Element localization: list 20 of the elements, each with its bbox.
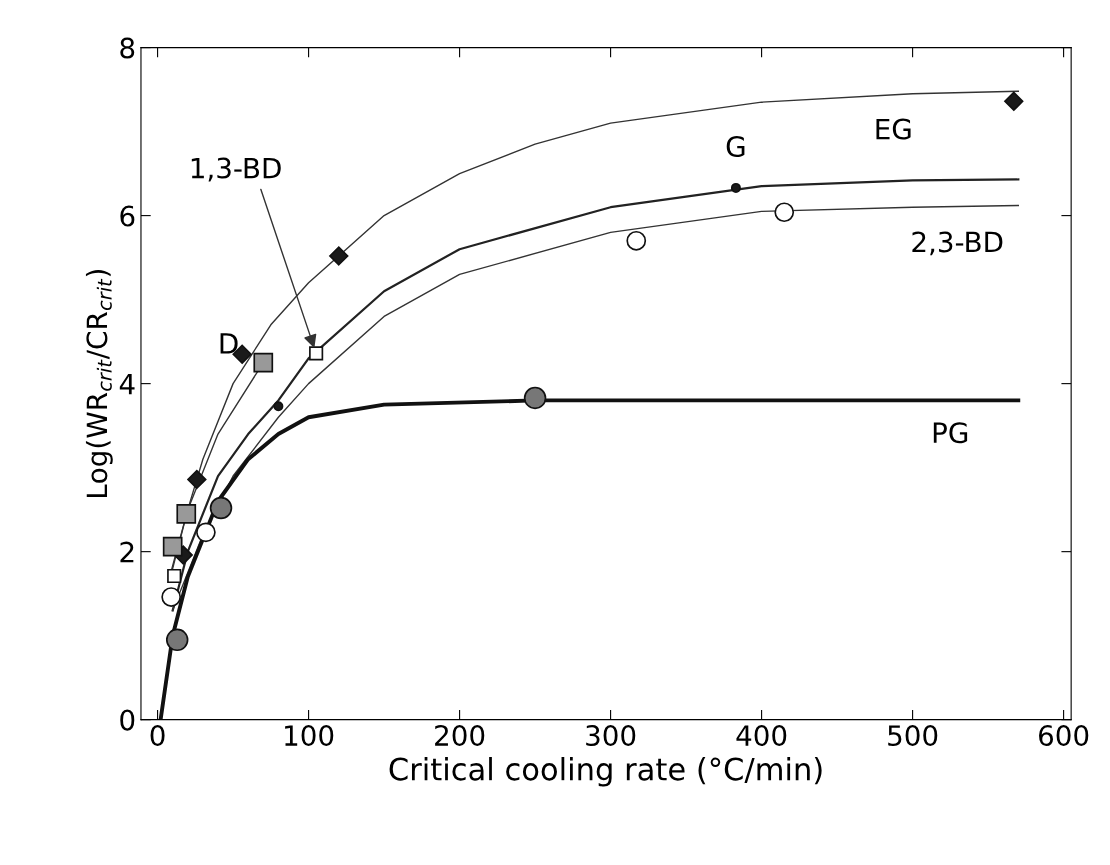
series-label: D (220, 333, 238, 354)
x-tick-label: 600 (1039, 725, 1089, 747)
y-tick-label: 6 (120, 205, 135, 227)
x-tick-label: 400 (736, 725, 787, 747)
text: 1,3-BD (191, 157, 281, 182)
y-tick-label: 0 (120, 709, 135, 731)
x-tick-label: 100 (285, 725, 334, 747)
y-axis-title: Log(WR$_{crit}$/CR$_{crit}$) (85, 270, 113, 498)
x-tick-label: 200 (435, 725, 485, 747)
series-label: EG (876, 118, 911, 140)
y-tick-label: 2 (120, 541, 134, 563)
x-tick-label: 500 (888, 725, 938, 747)
x-tick-label: 0 (150, 725, 165, 747)
series-label: PG (933, 422, 968, 444)
series-label: 2,3-BD (912, 231, 1003, 256)
y-tick-label: 8 (120, 37, 135, 59)
y-tick-label: 4 (119, 373, 135, 395)
x-tick-label: 300 (586, 725, 636, 747)
series-label: G (726, 136, 745, 158)
x-axis-title: Critical cooling rate (°C/min) (389, 756, 822, 787)
